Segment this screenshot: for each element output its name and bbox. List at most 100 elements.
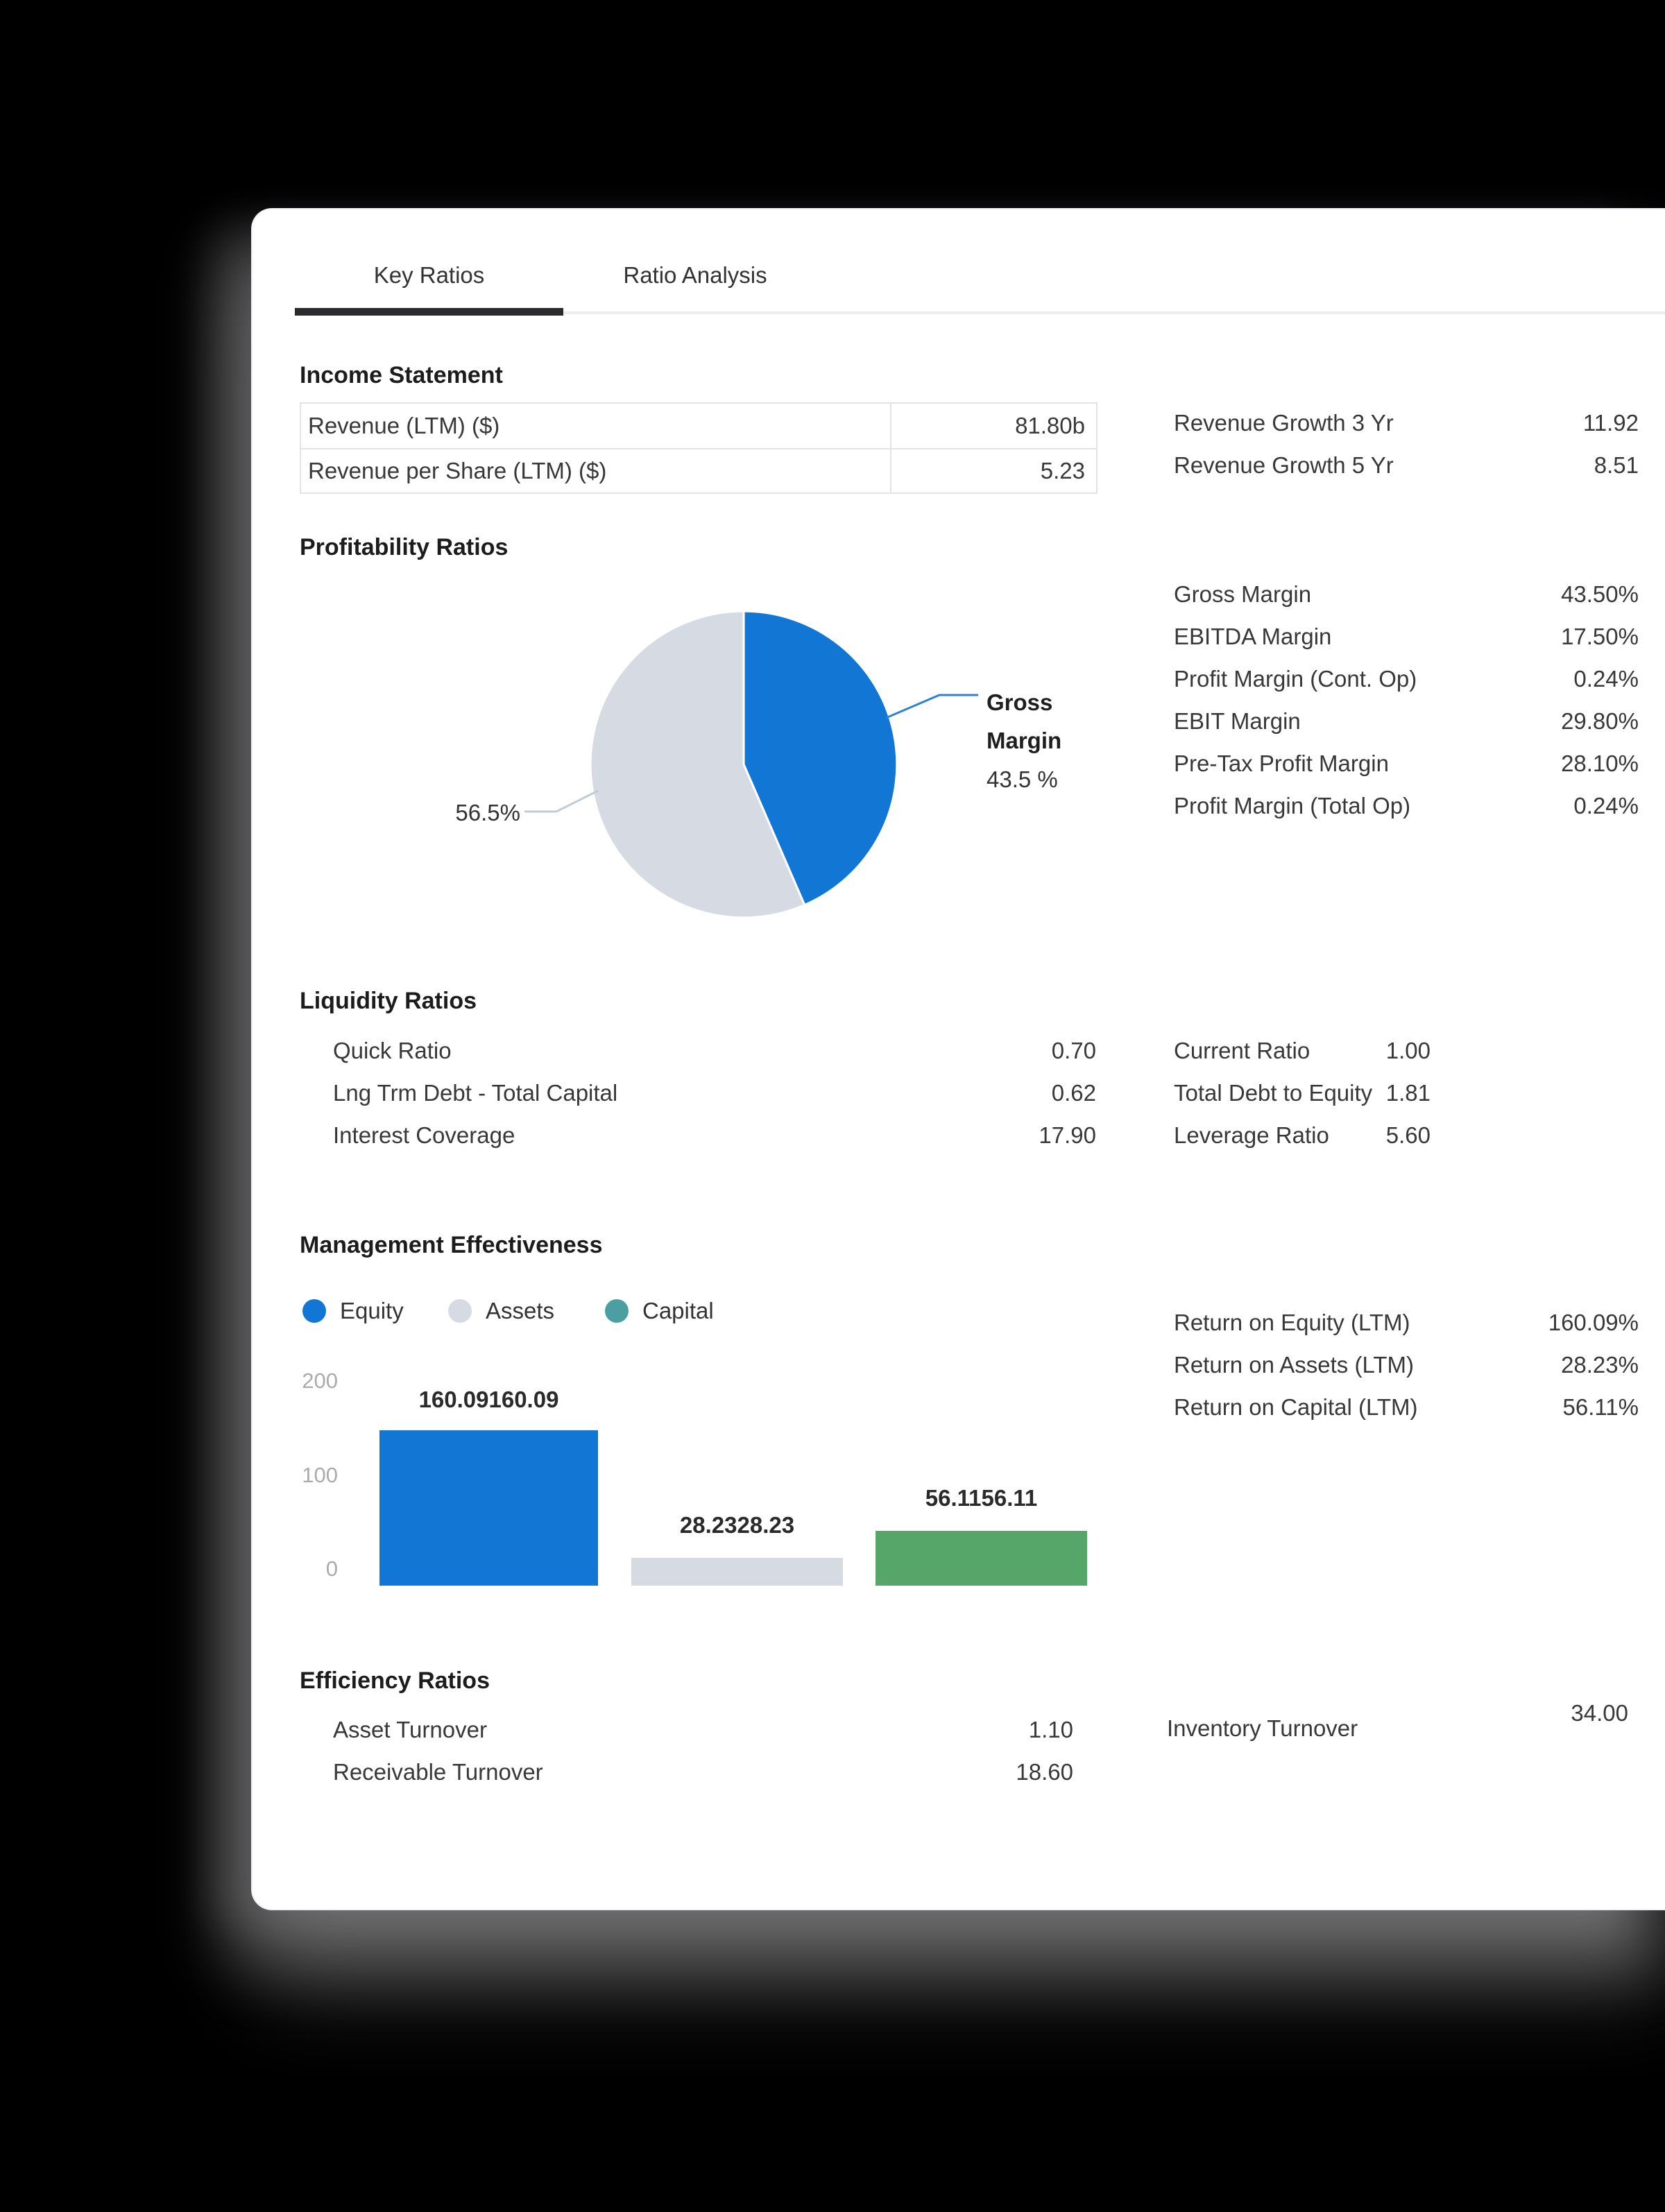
bar-value-assets: 28.2328.23 (679, 1512, 795, 1538)
list-item: Quick Ratio 0.70 (333, 1029, 1096, 1072)
bar-capital[interactable] (876, 1531, 1087, 1586)
ebit-margin-value: 29.80% (1561, 708, 1639, 734)
inventory-turnover-label: Inventory Turnover (1167, 1715, 1358, 1741)
tab-key-ratios[interactable]: Key Ratios (373, 262, 485, 288)
return-on-capital-label: Return on Capital (LTM) (1174, 1394, 1418, 1420)
profitability-ratios-title: Profitability Ratios (300, 534, 509, 560)
quick-ratio-label: Quick Ratio (333, 1037, 452, 1063)
ytick-100: 100 (302, 1463, 338, 1487)
pie-slice-other[interactable] (589, 610, 806, 919)
ebitda-margin-label: EBITDA Margin (1174, 623, 1332, 649)
list-item: Asset Turnover 1.10 (333, 1708, 1073, 1751)
table-row: Revenue (LTM) ($) 81.80b (301, 404, 1096, 448)
leverage-ratio-value: 5.60 (1385, 1122, 1431, 1148)
pie-slice-label-line2: Margin (987, 728, 1062, 753)
profit-margin-cont-op-value: 0.24% (1573, 665, 1639, 692)
revenue-growth-5yr-value: 8.51 (1594, 452, 1639, 478)
revenue-growth-5yr-label: Revenue Growth 5 Yr (1174, 452, 1394, 478)
pie-slice-label-gross-margin: Gross Margin (987, 683, 1061, 760)
return-on-equity-label: Return on Equity (LTM) (1174, 1309, 1410, 1335)
gross-margin-value: 43.50% (1561, 581, 1639, 607)
legend-item-assets[interactable]: Assets (448, 1297, 554, 1325)
revenue-growth-list: Revenue Growth 3 Yr 11.92 Revenue Growth… (1174, 402, 1639, 486)
bar-value-equity: 160.09160.09 (418, 1387, 559, 1412)
assets-legend-label: Assets (486, 1298, 555, 1323)
gross-margin-label: Gross Margin (1174, 581, 1312, 607)
receivable-turnover-value: 18.60 (1016, 1758, 1073, 1785)
list-item: Profit Margin (Total Op) 0.24% (1174, 785, 1639, 827)
ytick-200: 200 (302, 1369, 338, 1393)
capital-legend-label: Capital (642, 1298, 714, 1323)
list-item: Interest Coverage 17.90 (333, 1114, 1096, 1156)
revenue-ltm-label: Revenue (LTM) ($) (301, 404, 891, 448)
leverage-ratio-label: Leverage Ratio (1174, 1122, 1329, 1148)
list-item: EBIT Margin 29.80% (1174, 700, 1639, 742)
receivable-turnover-label: Receivable Turnover (333, 1758, 543, 1785)
revenue-per-share-value: 5.23 (1040, 458, 1085, 483)
equity-legend-label: Equity (340, 1298, 404, 1323)
list-item: Return on Capital (LTM) 56.11% (1174, 1386, 1639, 1428)
income-statement-table: Revenue (LTM) ($) 81.80b Revenue per Sha… (300, 402, 1098, 494)
lng-trm-debt-total-capital-value: 0.62 (1051, 1079, 1096, 1106)
profit-margin-total-op-value: 0.24% (1573, 792, 1639, 818)
list-item: Gross Margin 43.50% (1174, 573, 1639, 615)
list-item: Current Ratio 1.00 (1174, 1029, 1431, 1072)
legend-item-capital[interactable]: Capital (605, 1297, 714, 1325)
return-on-assets-value: 28.23% (1561, 1351, 1639, 1378)
list-item: Revenue Growth 5 Yr 8.51 (1174, 444, 1639, 486)
table-row: Revenue per Share (LTM) ($) 5.23 (301, 448, 1096, 492)
pie-slice-value-gross-margin: 43.5 % (987, 766, 1058, 792)
tab-bar-divider (295, 311, 1665, 314)
pie-slice-label-line1: Gross (987, 689, 1053, 715)
equity-legend-dot (302, 1299, 326, 1323)
efficiency-ratios-title: Efficiency Ratios (300, 1667, 490, 1694)
pie-slice-gross-margin[interactable] (742, 610, 898, 907)
profit-margin-cont-op-label: Profit Margin (Cont. Op) (1174, 665, 1417, 692)
legend-item-equity[interactable]: Equity (302, 1297, 404, 1325)
tab-ratio-analysis[interactable]: Ratio Analysis (623, 262, 767, 288)
list-item: Receivable Turnover 18.60 (333, 1751, 1073, 1793)
asset-turnover-label: Asset Turnover (333, 1716, 487, 1742)
list-item: Total Debt to Equity 1.81 (1174, 1072, 1431, 1114)
total-debt-to-equity-value: 1.81 (1385, 1079, 1431, 1106)
ytick-0: 0 (325, 1557, 338, 1581)
list-item: Return on Assets (LTM) 28.23% (1174, 1344, 1639, 1386)
lng-trm-debt-total-capital-label: Lng Trm Debt - Total Capital (333, 1079, 618, 1106)
current-ratio-label: Current Ratio (1174, 1037, 1310, 1063)
return-on-assets-label: Return on Assets (LTM) (1174, 1351, 1415, 1378)
assets-legend-dot (448, 1299, 472, 1323)
liquidity-left-list: Quick Ratio 0.70 Lng Trm Debt - Total Ca… (333, 1029, 1096, 1156)
list-item: Profit Margin (Cont. Op) 0.24% (1174, 658, 1639, 700)
ebit-margin-label: EBIT Margin (1174, 708, 1301, 734)
efficiency-left-list: Asset Turnover 1.10 Receivable Turnover … (333, 1708, 1073, 1793)
revenue-ltm-value: 81.80b (1015, 413, 1085, 438)
margin-ratios-list: Gross Margin 43.50% EBITDA Margin 17.50%… (1174, 573, 1639, 827)
revenue-growth-3yr-value: 11.92 (1582, 409, 1639, 436)
pretax-profit-margin-label: Pre-Tax Profit Margin (1174, 750, 1389, 776)
list-item: Return on Equity (LTM) 160.09% (1174, 1301, 1639, 1344)
interest-coverage-value: 17.90 (1039, 1122, 1096, 1148)
bar-assets[interactable] (631, 1558, 843, 1586)
return-on-capital-value: 56.11% (1562, 1394, 1639, 1420)
current-ratio-value: 1.00 (1385, 1037, 1431, 1063)
active-tab-indicator (295, 308, 563, 316)
bar-equity[interactable] (379, 1430, 598, 1586)
pie-callout-other (524, 789, 599, 813)
returns-list: Return on Equity (LTM) 160.09% Return on… (1174, 1301, 1639, 1428)
gross-margin-pie-chart[interactable] (588, 608, 900, 920)
ebitda-margin-value: 17.50% (1561, 623, 1639, 649)
total-debt-to-equity-label: Total Debt to Equity (1174, 1079, 1373, 1106)
pie-callout-gross-margin (885, 694, 978, 719)
asset-turnover-value: 1.10 (1028, 1716, 1073, 1742)
capital-legend-dot (605, 1299, 629, 1323)
inventory-turnover-value: 34.00 (1571, 1700, 1628, 1726)
return-on-equity-value: 160.09% (1548, 1309, 1639, 1335)
list-item: Leverage Ratio 5.60 (1174, 1114, 1431, 1156)
bar-value-capital: 56.1156.11 (925, 1485, 1038, 1511)
pie-callout-lines (524, 694, 978, 813)
income-statement-title: Income Statement (300, 362, 503, 388)
profit-margin-total-op-label: Profit Margin (Total Op) (1174, 792, 1411, 818)
list-item: Lng Trm Debt - Total Capital 0.62 (333, 1072, 1096, 1114)
pie-slice-label-other: 56.5% (455, 800, 520, 825)
